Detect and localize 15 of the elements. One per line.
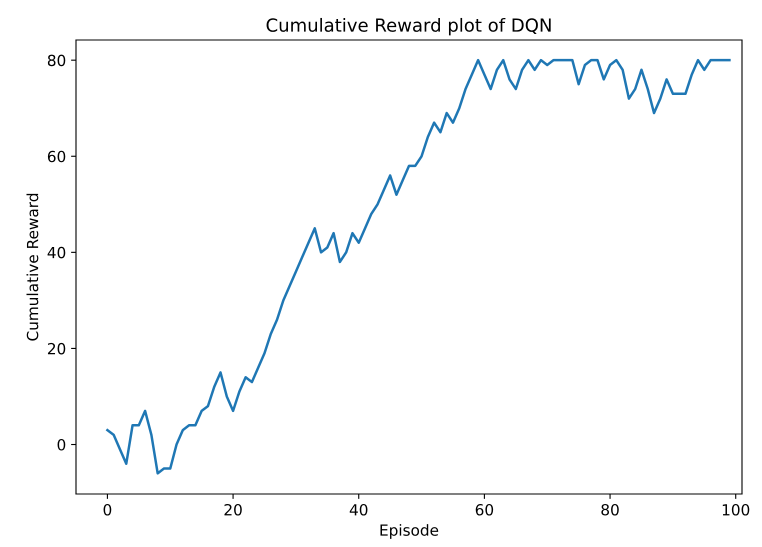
- y-tick-label: 80: [48, 54, 66, 66]
- x-tick-label: 60: [476, 504, 494, 516]
- chart-title: Cumulative Reward plot of DQN: [266, 18, 551, 36]
- x-tick-label: 40: [350, 504, 368, 516]
- y-tick-label: 0: [58, 438, 66, 451]
- y-axis-title: Cumulative Reward: [26, 194, 38, 341]
- line-series: [106, 58, 731, 475]
- x-tick-label: 0: [104, 504, 112, 516]
- x-tick-label: 100: [722, 504, 750, 516]
- x-tick-label: 80: [601, 504, 619, 516]
- y-tick-label: 20: [48, 342, 66, 354]
- x-axis-title: Episode: [380, 524, 438, 539]
- y-tick-label: 60: [48, 150, 66, 162]
- x-tick-label: 20: [224, 504, 242, 516]
- y-tick-label: 40: [48, 246, 66, 258]
